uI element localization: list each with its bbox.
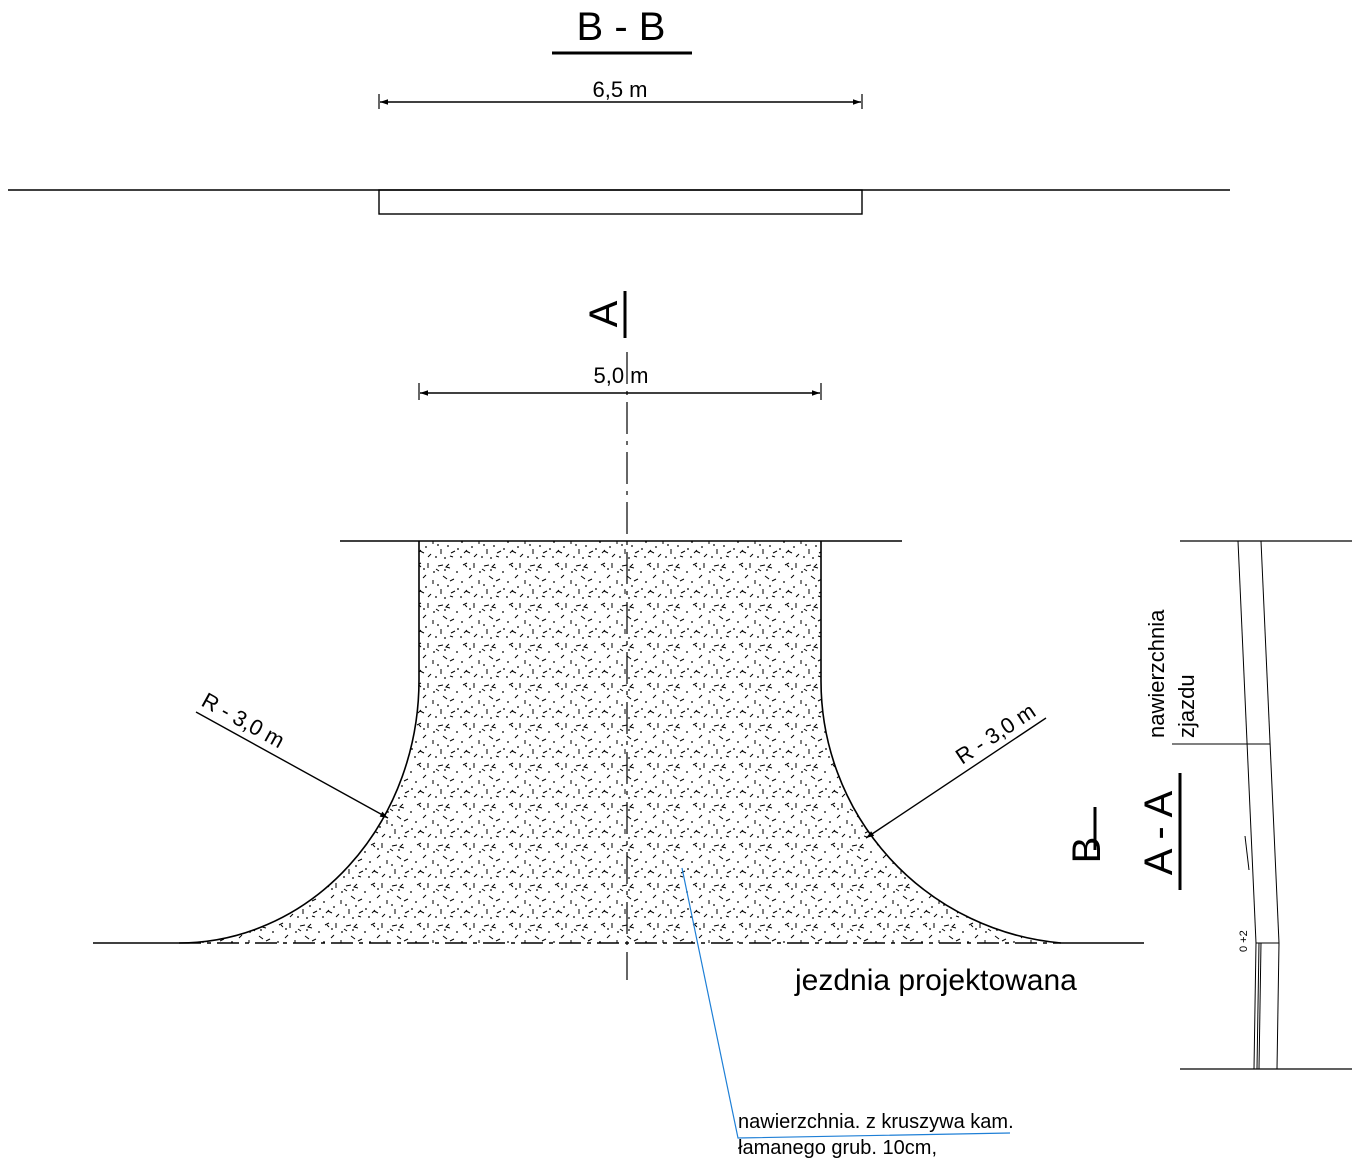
pavement-edge-2 [1260, 540, 1280, 944]
section-bb: B - B 6,5 m [8, 5, 1230, 215]
section-bb-title: B - B [577, 5, 666, 49]
surface-note-line-1: nawierzchnia. z kruszywa kam. [738, 1111, 1014, 1133]
pavement-lower-line-3 [1258, 942, 1262, 1070]
section-aa-label-line-2: zjazdu [1174, 674, 1199, 738]
radius-leader-right [865, 717, 1047, 839]
road-label: jezdnia projektowana [794, 964, 1077, 997]
section-aa: A - A nawierzchnia zjazdu 0 +2 [1137, 540, 1352, 1070]
section-mark-b: B [1065, 837, 1109, 864]
width-dimension-label: 5,0 m [593, 363, 648, 388]
pavement-layer [378, 189, 863, 215]
section-aa-label-line-1: nawierzchnia [1144, 609, 1169, 738]
driveway-outline [178, 541, 1062, 944]
pavement-lower-line-2 [1256, 942, 1260, 1070]
pavement-lower-line-4 [1276, 942, 1280, 1070]
plan-view: A 5,0 m R - 3,0 m R - 3,0 m jezdnia proj… [93, 291, 1144, 1159]
section-bb-dimension-label: 6,5 m [592, 77, 647, 102]
surface-note-line-2: łamanego grub. 10cm, [738, 1137, 937, 1159]
pavement-edge-1 [1237, 540, 1257, 944]
radius-label-right: R - 3,0 m [951, 698, 1040, 769]
surface-note-leader [681, 867, 1011, 1139]
pavement-lower-line-1 [1253, 942, 1257, 1070]
section-aa-title: A - A [1137, 790, 1181, 875]
radius-leader-left [195, 711, 389, 819]
section-mark-a: A [582, 300, 626, 327]
slope-label: 0 +2 [1238, 930, 1250, 952]
slope-tick [1244, 835, 1250, 871]
gravel-surface [179, 541, 1061, 943]
